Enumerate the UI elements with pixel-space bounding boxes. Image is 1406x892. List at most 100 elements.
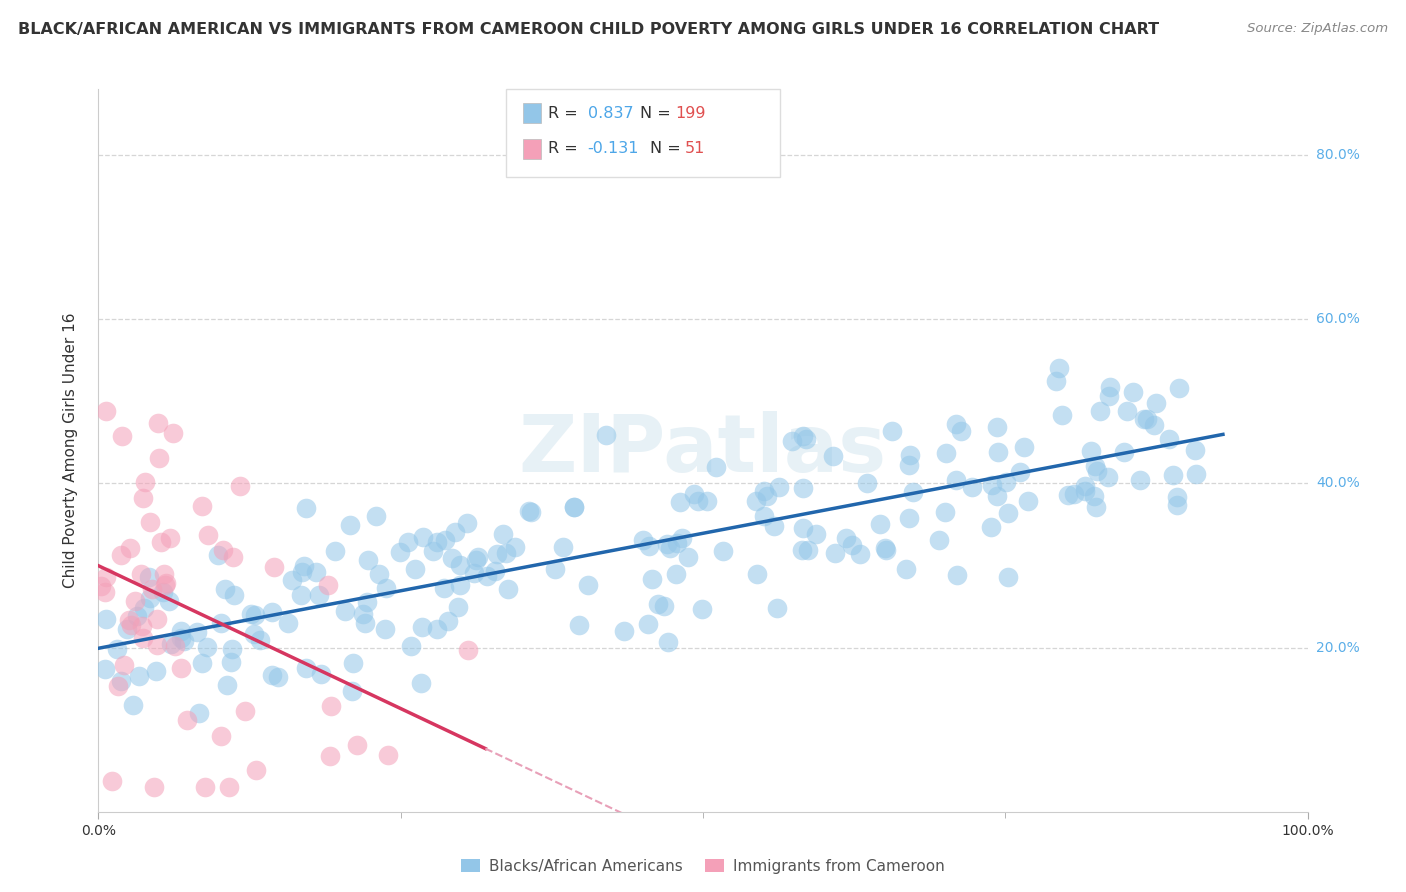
Point: [551, 540, 574, 554]
Point: [112, 658, 135, 673]
Point: [221, 642, 243, 657]
Point: [1143, 417, 1166, 432]
Point: [869, 517, 891, 532]
Point: [186, 625, 208, 640]
Point: [221, 655, 243, 669]
Point: [747, 567, 769, 582]
Point: [155, 575, 177, 590]
Point: [946, 567, 969, 582]
Point: [209, 730, 232, 744]
Point: [412, 530, 434, 544]
Point: [447, 599, 470, 614]
Point: [1074, 483, 1097, 498]
Point: [704, 460, 727, 475]
Point: [143, 780, 166, 794]
Point: [295, 500, 318, 515]
Point: [768, 480, 790, 494]
Point: [1168, 381, 1191, 395]
Point: [1166, 490, 1188, 504]
Point: [138, 570, 160, 584]
Point: [1084, 459, 1107, 474]
Point: [690, 601, 713, 615]
Point: [145, 638, 167, 652]
Point: [928, 533, 950, 547]
Point: [444, 524, 467, 539]
Point: [1098, 389, 1121, 403]
Point: [240, 607, 263, 622]
Text: Source: ZipAtlas.com: Source: ZipAtlas.com: [1247, 22, 1388, 36]
Point: [665, 536, 688, 550]
Point: [364, 509, 387, 524]
Point: [437, 614, 460, 628]
Point: [131, 619, 153, 633]
Point: [631, 533, 654, 547]
Point: [897, 458, 920, 472]
Point: [683, 487, 706, 501]
Point: [1063, 487, 1085, 501]
Point: [128, 669, 150, 683]
Point: [187, 706, 209, 721]
Point: [245, 763, 267, 777]
Point: [520, 505, 543, 519]
Point: [316, 578, 339, 592]
Point: [496, 582, 519, 596]
Point: [139, 591, 162, 605]
Point: [780, 434, 803, 449]
Point: [875, 543, 897, 558]
Point: [1085, 500, 1108, 514]
Point: [1074, 479, 1097, 493]
Point: [1157, 432, 1180, 446]
Point: [986, 489, 1008, 503]
Point: [107, 679, 129, 693]
Point: [1088, 403, 1111, 417]
Point: [194, 780, 217, 794]
Point: [655, 537, 678, 551]
Point: [217, 678, 239, 692]
Point: [399, 640, 422, 654]
Point: [94, 585, 117, 599]
Point: [290, 588, 312, 602]
Point: [441, 550, 464, 565]
Point: [152, 585, 174, 599]
Point: [898, 511, 921, 525]
Point: [1098, 379, 1121, 393]
Text: 80.0%: 80.0%: [1316, 148, 1360, 161]
Text: N =: N =: [650, 142, 686, 156]
Legend: Blacks/African Americans, Immigrants from Cameroon: Blacks/African Americans, Immigrants fro…: [456, 853, 950, 880]
Point: [1017, 494, 1039, 508]
Point: [94, 570, 117, 584]
Point: [894, 562, 917, 576]
Point: [122, 698, 145, 712]
Point: [115, 623, 138, 637]
Point: [145, 612, 167, 626]
Point: [422, 543, 444, 558]
Point: [132, 632, 155, 646]
Point: [165, 640, 187, 654]
Point: [389, 544, 412, 558]
Text: R =: R =: [548, 142, 583, 156]
Point: [132, 491, 155, 506]
Point: [111, 429, 134, 443]
Point: [195, 640, 218, 655]
Point: [229, 479, 252, 493]
Point: [309, 667, 332, 681]
Point: [562, 500, 585, 514]
Point: [640, 572, 662, 586]
Point: [145, 665, 167, 679]
Point: [657, 634, 679, 648]
Point: [486, 547, 509, 561]
Point: [150, 535, 173, 549]
Point: [1010, 465, 1032, 479]
Point: [464, 553, 486, 567]
Point: [595, 428, 617, 442]
Point: [949, 424, 972, 438]
Point: [647, 597, 669, 611]
Point: [90, 579, 112, 593]
Point: [467, 549, 489, 564]
Point: [170, 631, 193, 645]
Point: [93, 662, 115, 676]
Point: [173, 633, 195, 648]
Point: [638, 540, 661, 554]
Point: [792, 521, 814, 535]
Point: [676, 550, 699, 565]
